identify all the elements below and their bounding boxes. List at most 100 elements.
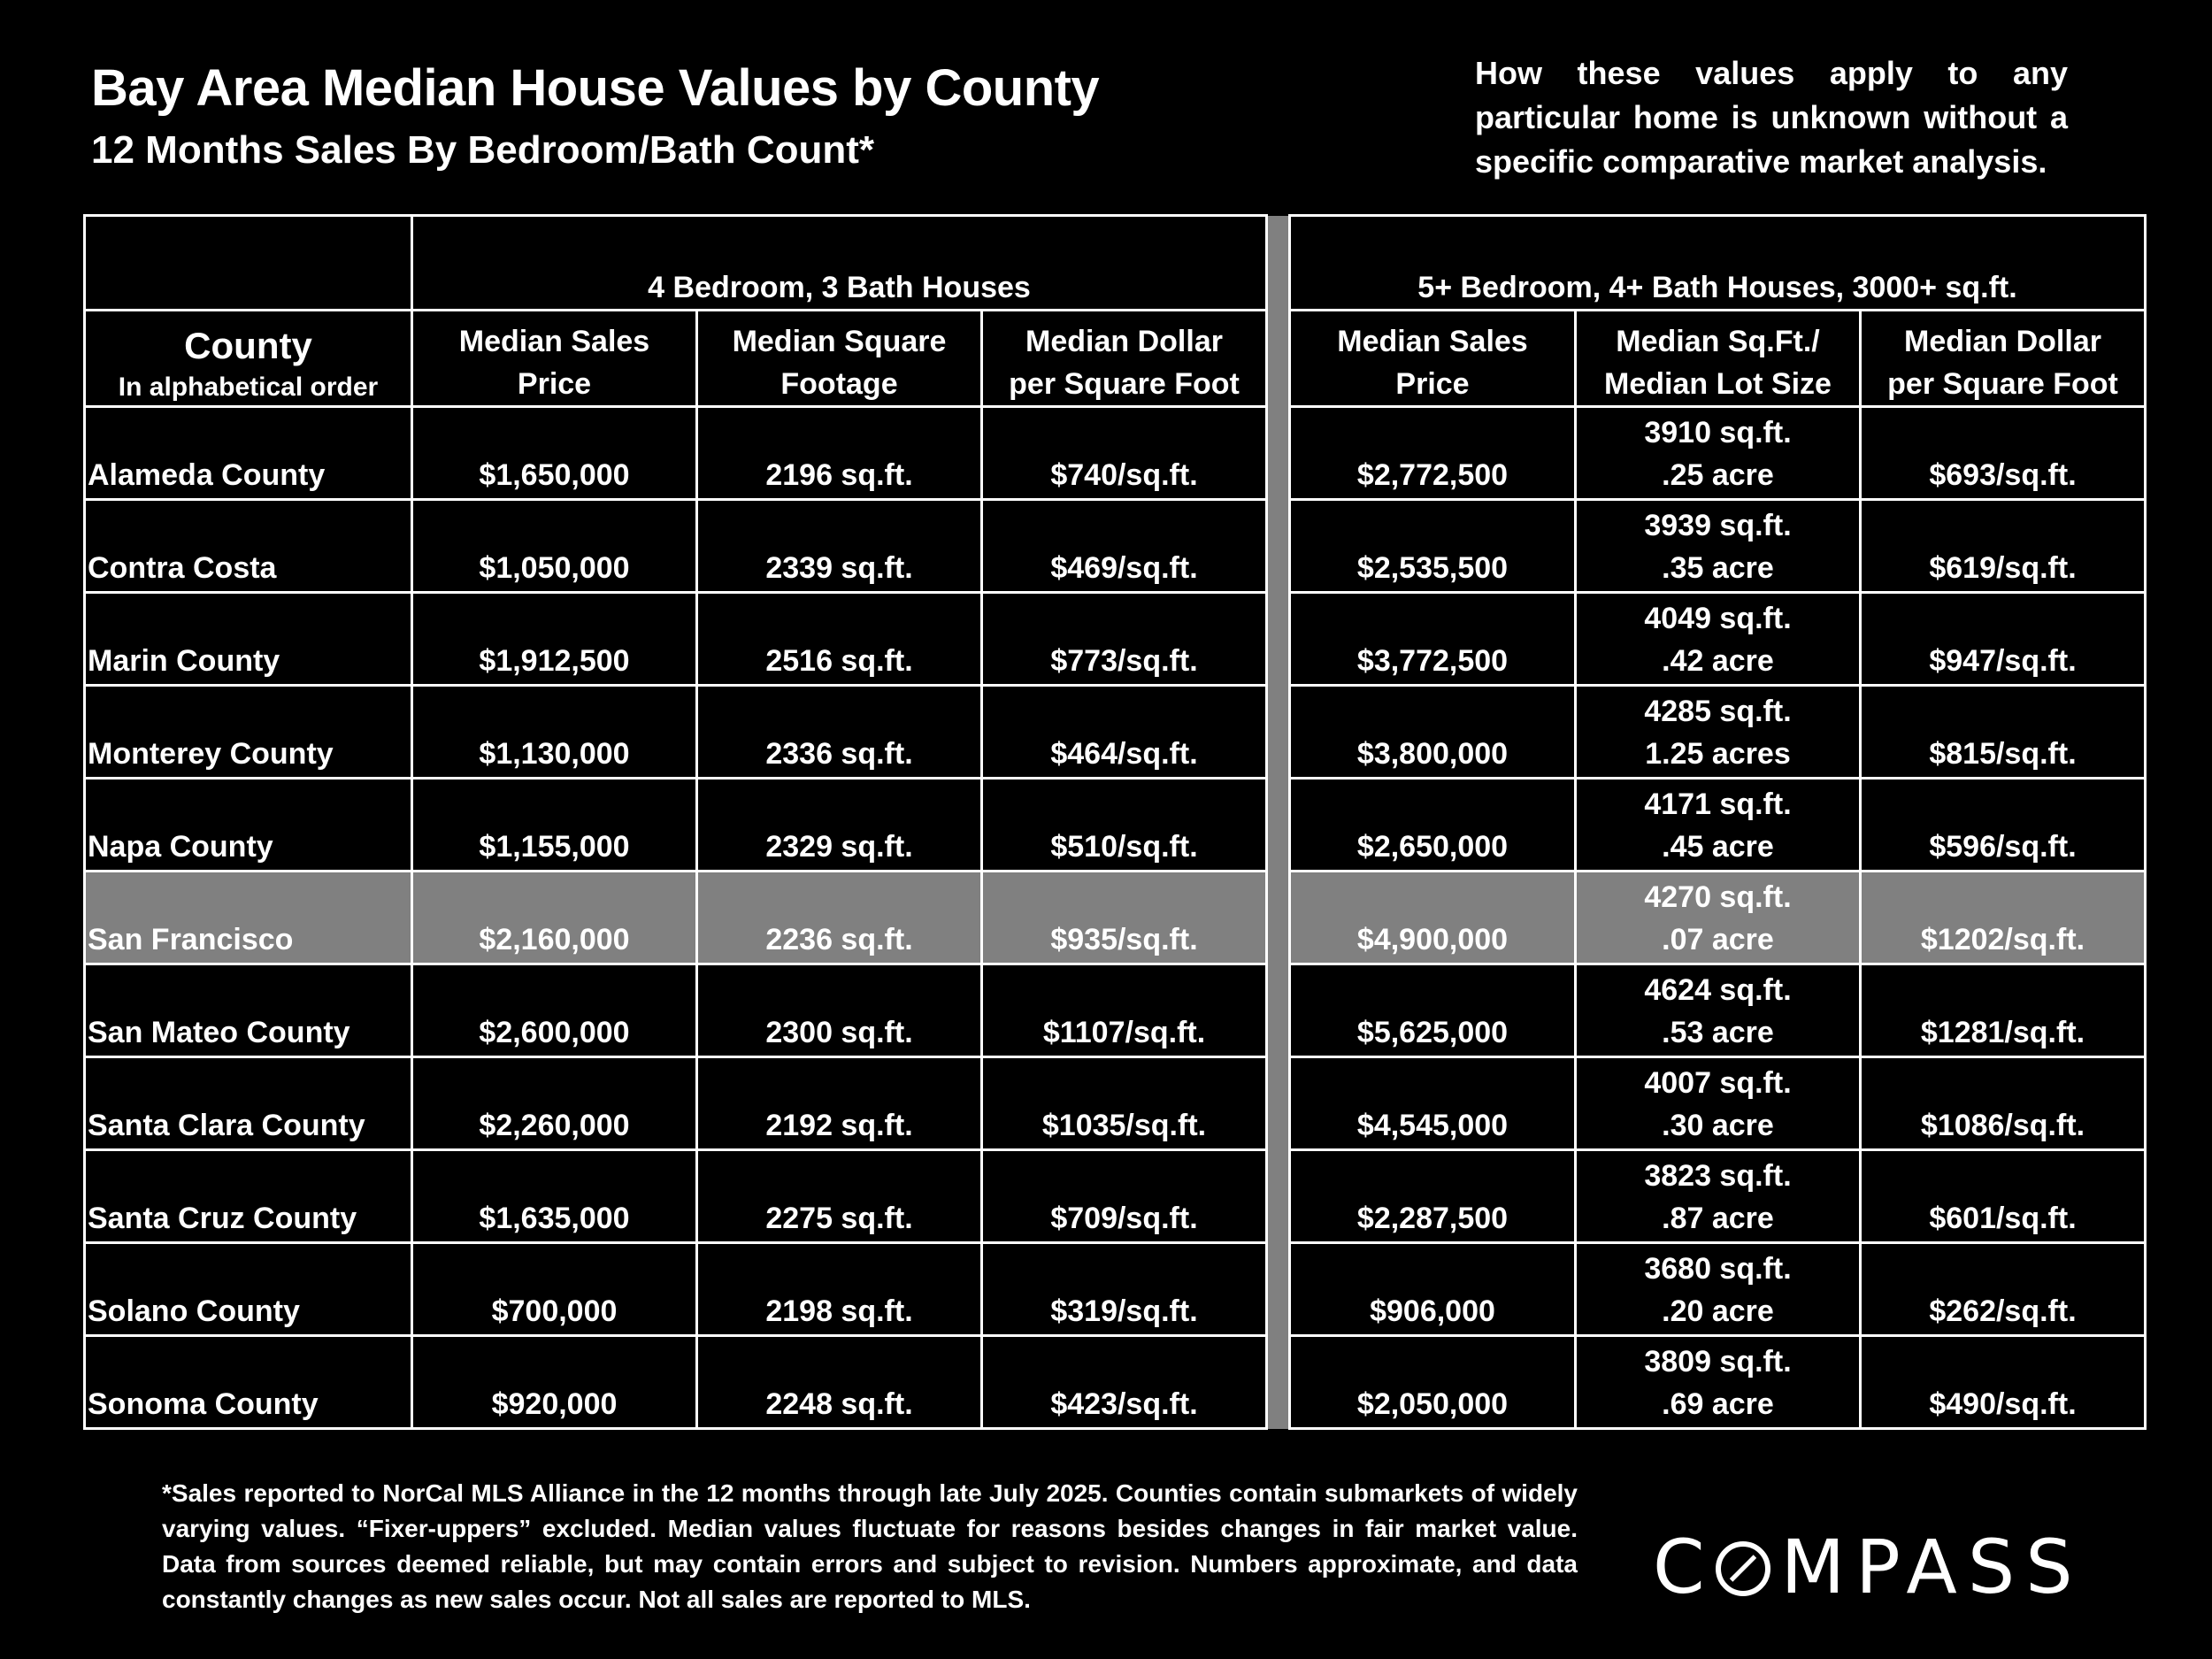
cell-sqft-4bed: 2275 sq.ft.: [695, 1148, 983, 1244]
cell-price-4bed: $700,000: [411, 1241, 698, 1337]
median-sqft: 3680 sq.ft.: [1644, 1252, 1792, 1286]
cell-price-4bed: $2,600,000: [411, 963, 698, 1058]
table-row: Monterey County $1,130,000 2336 sq.ft. $464…: [83, 684, 2147, 780]
county-name: Solano County: [83, 1241, 413, 1337]
cell-ppsf-5bed: $490/sq.ft.: [1859, 1334, 2147, 1430]
cell-sqft-lot-5bed: 4049 sq.ft. .42 acre: [1574, 591, 1862, 687]
cell-ppsf-5bed: $601/sq.ft.: [1859, 1148, 2147, 1244]
cell-ppsf-5bed: $1086/sq.ft.: [1859, 1056, 2147, 1151]
county-name: San Francisco: [83, 870, 413, 965]
county-name: Napa County: [83, 777, 413, 872]
median-sqft: 4270 sq.ft.: [1644, 880, 1792, 914]
column-header-line: Median Sales: [458, 325, 650, 358]
median-sqft: 3809 sq.ft.: [1644, 1345, 1792, 1379]
cell-price-5bed: $906,000: [1288, 1241, 1577, 1337]
median-lot-size: .25 acre: [1662, 458, 1774, 492]
table-row: Marin County $1,912,500 2516 sq.ft. $773/sq…: [83, 591, 2147, 687]
cell-sqft-lot-5bed: 3680 sq.ft. .20 acre: [1574, 1241, 1862, 1337]
median-sqft: 4007 sq.ft.: [1644, 1066, 1792, 1100]
median-sqft: 4285 sq.ft.: [1644, 695, 1792, 728]
cell-price-4bed: $1,155,000: [411, 777, 698, 872]
median-sqft: 3939 sq.ft.: [1644, 509, 1792, 542]
empty-header-cell: [83, 214, 413, 311]
cell-ppsf-5bed: $815/sq.ft.: [1859, 684, 2147, 780]
median-lot-size: .30 acre: [1662, 1109, 1774, 1142]
group-header-row: 4 Bedroom, 3 Bath Houses 5+ Bedroom, 4+ …: [83, 214, 2147, 1429]
cell-sqft-4bed: 2339 sq.ft.: [695, 498, 983, 594]
cell-price-5bed: $5,625,000: [1288, 963, 1577, 1058]
cell-sqft-4bed: 2300 sq.ft.: [695, 963, 983, 1058]
cell-price-4bed: $1,130,000: [411, 684, 698, 780]
county-header-label: County: [184, 325, 312, 366]
column-header-ppsf-5bed: Median Dollar per Square Foot: [1859, 309, 2147, 408]
column-header-ppsf-4bed: Median Dollar per Square Foot: [980, 309, 1268, 408]
table-row: Santa Clara County $2,260,000 2192 sq.ft. $…: [83, 1056, 2147, 1151]
table-row: Solano County $700,000 2198 sq.ft. $319/sq.…: [83, 1241, 2147, 1337]
cell-sqft-lot-5bed: 4007 sq.ft. .30 acre: [1574, 1056, 1862, 1151]
cell-ppsf-4bed: $773/sq.ft.: [980, 591, 1268, 687]
county-name: Santa Cruz County: [83, 1148, 413, 1244]
cell-sqft-lot-5bed: 4285 sq.ft. 1.25 acres: [1574, 684, 1862, 780]
cell-sqft-lot-5bed: 3939 sq.ft. .35 acre: [1574, 498, 1862, 594]
compass-logo: C MPASS: [1653, 1524, 2084, 1610]
county-name: Marin County: [83, 591, 413, 687]
cell-price-4bed: $2,160,000: [411, 870, 698, 965]
cell-sqft-lot-5bed: 3823 sq.ft. .87 acre: [1574, 1148, 1862, 1244]
cell-ppsf-4bed: $469/sq.ft.: [980, 498, 1268, 594]
cell-sqft-4bed: 2336 sq.ft.: [695, 684, 983, 780]
column-header-sqft-4bed: Median Square Footage: [695, 309, 983, 408]
median-sqft: 4171 sq.ft.: [1644, 787, 1792, 821]
cell-price-4bed: $920,000: [411, 1334, 698, 1430]
cell-ppsf-5bed: $693/sq.ft.: [1859, 405, 2147, 501]
cell-ppsf-4bed: $1035/sq.ft.: [980, 1056, 1268, 1151]
column-header-row: County In alphabetical order Median Sale…: [83, 309, 2147, 408]
cell-price-4bed: $2,260,000: [411, 1056, 698, 1151]
cell-sqft-4bed: 2248 sq.ft.: [695, 1334, 983, 1430]
cell-ppsf-4bed: $1107/sq.ft.: [980, 963, 1268, 1058]
county-name: Monterey County: [83, 684, 413, 780]
cell-sqft-lot-5bed: 3809 sq.ft. .69 acre: [1574, 1334, 1862, 1430]
cell-price-5bed: $4,545,000: [1288, 1056, 1577, 1151]
county-name: Alameda County: [83, 405, 413, 501]
cell-ppsf-5bed: $1202/sq.ft.: [1859, 870, 2147, 965]
cell-ppsf-5bed: $619/sq.ft.: [1859, 498, 2147, 594]
table-row: San Francisco $2,160,000 2236 sq.ft. $935/s…: [83, 870, 2147, 965]
table-row: Napa County $1,155,000 2329 sq.ft. $510/sq.…: [83, 777, 2147, 872]
median-sqft: 3823 sq.ft.: [1644, 1159, 1792, 1193]
column-header-line: Median Dollar: [1904, 325, 2101, 358]
column-header-line: Median Dollar: [1025, 325, 1223, 358]
cell-sqft-4bed: 2192 sq.ft.: [695, 1056, 983, 1151]
cell-price-4bed: $1,635,000: [411, 1148, 698, 1244]
cell-ppsf-4bed: $935/sq.ft.: [980, 870, 1268, 965]
median-lot-size: .45 acre: [1662, 830, 1774, 864]
county-values-table: 4 Bedroom, 3 Bath Houses 5+ Bedroom, 4+ …: [83, 214, 2147, 1430]
cell-ppsf-4bed: $740/sq.ft.: [980, 405, 1268, 501]
cell-sqft-4bed: 2196 sq.ft.: [695, 405, 983, 501]
column-header-sqft-lot-5bed: Median Sq.Ft./ Median Lot Size: [1574, 309, 1862, 408]
median-sqft: 4049 sq.ft.: [1644, 602, 1792, 635]
cell-sqft-lot-5bed: 4270 sq.ft. .07 acre: [1574, 870, 1862, 965]
column-header-line: per Square Foot: [1887, 367, 2118, 401]
cell-sqft-lot-5bed: 3910 sq.ft. .25 acre: [1574, 405, 1862, 501]
cell-ppsf-4bed: $510/sq.ft.: [980, 777, 1268, 872]
county-name: Santa Clara County: [83, 1056, 413, 1151]
county-name: San Mateo County: [83, 963, 413, 1058]
cell-price-4bed: $1,050,000: [411, 498, 698, 594]
group-header-4bed: 4 Bedroom, 3 Bath Houses: [411, 214, 1268, 311]
cell-price-5bed: $2,650,000: [1288, 777, 1577, 872]
cell-ppsf-5bed: $596/sq.ft.: [1859, 777, 2147, 872]
group-header-5bed: 5+ Bedroom, 4+ Bath Houses, 3000+ sq.ft.: [1288, 214, 2147, 311]
logo-o-icon: [1715, 1541, 1770, 1596]
median-lot-size: .69 acre: [1662, 1387, 1774, 1421]
median-lot-size: .53 acre: [1662, 1016, 1774, 1049]
table-row: Sonoma County $920,000 2248 sq.ft. $423/sq.…: [83, 1334, 2147, 1430]
median-lot-size: .20 acre: [1662, 1294, 1774, 1328]
median-lot-size: .07 acre: [1662, 923, 1774, 956]
median-lot-size: .42 acre: [1662, 644, 1774, 678]
table-row: Alameda County $1,650,000 2196 sq.ft. $740/…: [83, 405, 2147, 501]
column-separator: [1265, 215, 1291, 1429]
column-header-line: Price: [517, 367, 592, 401]
page-title: Bay Area Median House Values by County: [91, 59, 1100, 117]
cell-ppsf-5bed: $262/sq.ft.: [1859, 1241, 2147, 1337]
cell-sqft-4bed: 2329 sq.ft.: [695, 777, 983, 872]
